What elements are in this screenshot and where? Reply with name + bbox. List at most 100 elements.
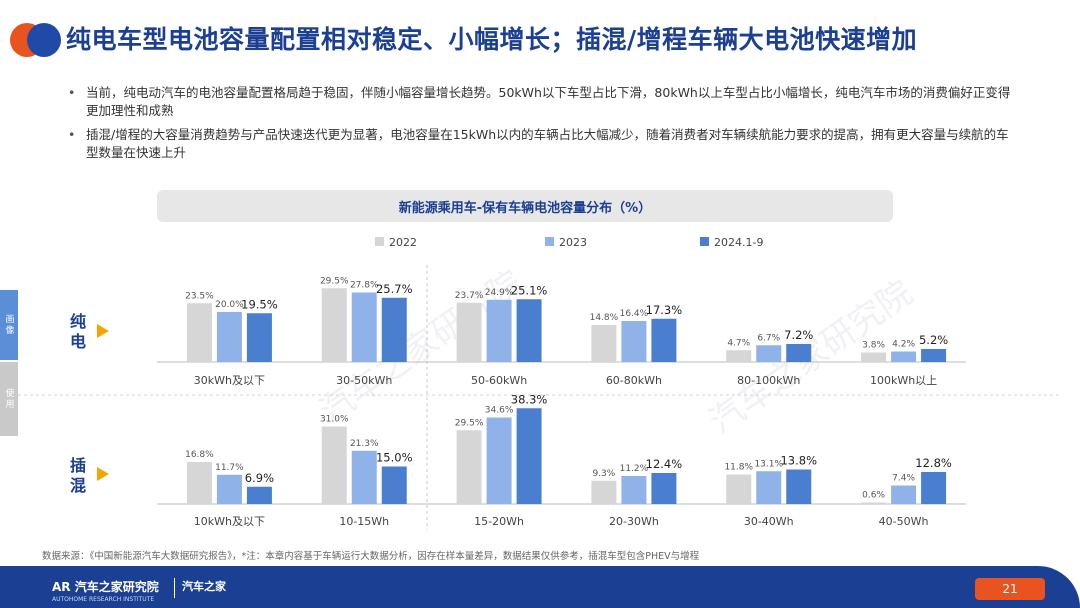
logo-dots (10, 22, 62, 58)
bar (186, 462, 212, 504)
bar (516, 299, 542, 362)
category-label: 20-30Wh (609, 515, 659, 528)
category-label: 50-60kWh (471, 374, 527, 387)
side-tab-usage[interactable]: 使用 (0, 362, 18, 436)
category-label: 30kWh及以下 (194, 374, 265, 387)
bullet-item: 插混/增程的大容量消费趋势与产品快速迭代更为显著，电池容量在15kWh以内的车辆… (68, 126, 1018, 162)
bar (591, 325, 617, 362)
data-label: 5.2% (919, 333, 948, 347)
bar (516, 408, 542, 504)
data-label: 31.0% (320, 415, 349, 425)
data-label: 11.8% (724, 463, 753, 473)
data-label: 15.0% (376, 451, 413, 465)
bar (621, 476, 647, 504)
category-label: 30-50kWh (336, 374, 392, 387)
footer-brand: AR 汽车之家研究院 (52, 580, 159, 594)
footer-source-note: 数据来源：《中国新能源汽车大数据研究报告》，*注：本章内容基于车辆运行大数据分析… (42, 551, 700, 562)
category-label: 100kWh以上 (870, 374, 937, 387)
data-label: 7.4% (892, 474, 915, 484)
bar (891, 351, 917, 362)
legend-label: 2024.1-9 (714, 236, 763, 249)
bar (621, 321, 647, 362)
data-label: 19.5% (241, 297, 278, 311)
side-tab-profile[interactable]: 画像 (0, 290, 18, 360)
data-label: 38.3% (511, 392, 548, 406)
bar (861, 502, 887, 504)
bar (921, 349, 947, 362)
bar (246, 313, 272, 362)
data-label: 16.8% (185, 450, 214, 460)
bar (591, 480, 617, 504)
data-label: 27.8% (350, 281, 379, 291)
legend-swatch (545, 237, 554, 246)
footer-brand-secondary: 汽车之家 (182, 580, 226, 593)
data-label: 7.2% (784, 328, 813, 342)
data-label: 9.3% (592, 469, 615, 479)
bar (321, 288, 347, 362)
footer-separator (174, 578, 175, 598)
data-label: 3.8% (862, 341, 885, 351)
data-label: 23.5% (185, 291, 214, 301)
bar (381, 297, 407, 362)
data-label: 16.4% (620, 309, 649, 319)
bullet-list: 当前，纯电动汽车的电池容量配置格局趋于稳固，伴随小幅容量增长趋势。50kWh以下… (68, 84, 1018, 168)
data-label: 29.5% (320, 276, 349, 286)
bar (921, 472, 947, 504)
bar (651, 318, 677, 362)
legend-swatch (375, 237, 384, 246)
data-label: 21.3% (350, 439, 379, 449)
bar (456, 302, 482, 362)
data-label: 4.7% (727, 338, 750, 348)
bar (861, 352, 887, 362)
bar (891, 485, 917, 504)
bar (186, 303, 212, 362)
data-label: 12.8% (915, 456, 952, 470)
data-label: 23.7% (455, 291, 484, 301)
bar (786, 469, 812, 504)
bullet-item: 当前，纯电动汽车的电池容量配置格局趋于稳固，伴随小幅容量增长趋势。50kWh以下… (68, 84, 1018, 120)
legend-label: 2023 (559, 236, 587, 249)
category-label: 15-20Wh (474, 515, 524, 528)
category-label: 10kWh及以下 (194, 515, 265, 528)
data-label: 20.0% (215, 300, 244, 310)
category-label: 30-40Wh (744, 515, 794, 528)
row-arrow-icon (97, 467, 109, 481)
bar (216, 312, 242, 362)
category-label: 80-100kWh (737, 374, 800, 387)
category-label: 40-50Wh (879, 515, 929, 528)
page-title: 纯电车型电池容量配置相对稳定、小幅增长；插混/增程车辆大电池快速增加 (66, 25, 918, 54)
data-label: 11.7% (215, 463, 244, 473)
data-label: 6.9% (245, 471, 274, 485)
data-label: 13.1% (754, 459, 783, 469)
row-label-bev: 纯电 (70, 312, 87, 351)
bar (381, 466, 407, 504)
bar (321, 426, 347, 504)
legend-label: 2022 (389, 236, 417, 249)
data-label: 25.1% (511, 283, 548, 297)
bar (216, 474, 242, 504)
row-label-phev: 插混 (70, 456, 87, 495)
bar (726, 350, 752, 362)
data-label: 25.7% (376, 282, 413, 296)
data-label: 11.2% (620, 464, 649, 474)
data-label: 29.5% (455, 418, 484, 428)
bar (486, 299, 512, 362)
chart-title: 新能源乘用车-保有车辆电池容量分布（%） (157, 190, 893, 222)
category-label: 60-80kWh (606, 374, 662, 387)
bar (651, 473, 677, 504)
data-label: 4.2% (892, 340, 915, 350)
bar (756, 471, 782, 504)
bar (351, 450, 377, 504)
data-label: 13.8% (780, 454, 817, 468)
page-number: 21 (975, 578, 1045, 600)
category-label: 10-15Wh (339, 515, 389, 528)
bar (456, 430, 482, 504)
data-label: 12.4% (646, 457, 683, 471)
bar (486, 417, 512, 504)
bar (756, 345, 782, 362)
logo-dot-blue (27, 23, 61, 57)
data-label: 14.8% (590, 313, 619, 323)
data-label: 6.7% (757, 333, 780, 343)
legend-swatch (700, 237, 709, 246)
